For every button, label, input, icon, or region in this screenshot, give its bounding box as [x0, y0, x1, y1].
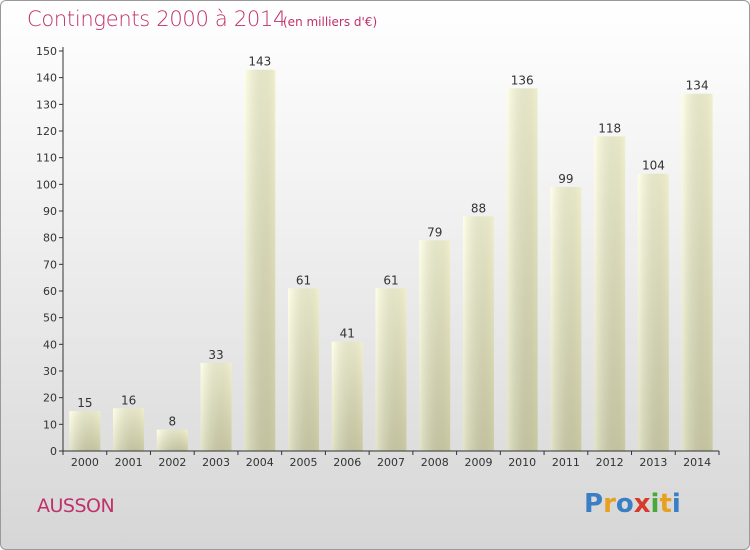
- bar-shade: [244, 69, 276, 452]
- data-label: 99: [558, 172, 573, 186]
- x-tick-label: 2007: [377, 456, 405, 469]
- commune-name: AUSSON: [37, 495, 115, 517]
- x-tick-label: 2004: [246, 456, 274, 469]
- x-tick-label: 2001: [115, 456, 143, 469]
- bar-shade: [69, 411, 101, 451]
- y-tick-label: 0: [50, 445, 57, 458]
- x-tick-label: 2010: [508, 456, 536, 469]
- bar-shade: [419, 240, 451, 451]
- data-label: 143: [248, 55, 271, 69]
- data-label: 104: [642, 159, 665, 173]
- chart-subtitle: (en milliers d'€): [283, 15, 378, 29]
- y-tick-label: 40: [43, 338, 57, 351]
- bar-shade: [550, 187, 582, 451]
- data-label: 16: [121, 393, 136, 407]
- x-tick-label: 2012: [596, 456, 624, 469]
- y-tick-label: 150: [36, 45, 57, 58]
- y-tick-label: 90: [43, 205, 57, 218]
- data-label: 134: [686, 79, 709, 93]
- data-label: 88: [471, 201, 486, 215]
- data-label: 33: [208, 348, 223, 362]
- x-tick-label: 2006: [333, 456, 361, 469]
- bar-shade: [681, 93, 713, 452]
- data-label: 79: [427, 225, 442, 239]
- data-label: 61: [383, 273, 398, 287]
- x-tick-label: 2003: [202, 456, 230, 469]
- y-axis: 0 10 20 30 40 50 60 70 80 90 100 110 120 130 140 150: [36, 45, 64, 458]
- bar-shade: [331, 341, 363, 451]
- data-label: 118: [598, 121, 621, 135]
- bar-shade: [375, 288, 407, 451]
- bar-shade: [506, 88, 538, 451]
- x-tick-label: 2002: [158, 456, 186, 469]
- bar-shade: [200, 363, 232, 451]
- y-tick-label: 130: [36, 98, 57, 111]
- proxiti-logo[interactable]: Proxiti: [584, 489, 681, 519]
- x-tick-label: 2005: [290, 456, 318, 469]
- y-tick-label: 70: [43, 258, 57, 271]
- y-tick-label: 30: [43, 365, 57, 378]
- y-tick-label: 60: [43, 285, 57, 298]
- y-tick-label: 10: [43, 418, 57, 431]
- x-tick-label: 2000: [71, 456, 99, 469]
- x-tick-label: 2009: [464, 456, 492, 469]
- y-tick-label: 80: [43, 232, 57, 245]
- y-tick-label: 140: [36, 72, 57, 85]
- x-tick-label: 2013: [639, 456, 667, 469]
- data-label: 15: [77, 396, 92, 410]
- data-label: 41: [340, 327, 355, 341]
- bar-shade: [462, 216, 494, 451]
- data-label: 61: [296, 273, 311, 287]
- x-tick-label: 2011: [552, 456, 580, 469]
- x-tick-label: 2014: [683, 456, 711, 469]
- bars: 15 16 8 33 143 61 41 61 79 88 136 99 118 104 134: [69, 55, 713, 452]
- x-tick-label: 2008: [421, 456, 449, 469]
- bar-shade: [288, 288, 320, 451]
- y-tick-label: 100: [36, 178, 57, 191]
- y-tick-label: 110: [36, 152, 57, 165]
- data-label: 8: [169, 415, 177, 429]
- bar-shade: [637, 173, 669, 451]
- bar-shade: [156, 429, 188, 451]
- bar-shade: [113, 408, 145, 451]
- y-tick-label: 50: [43, 312, 57, 325]
- bar-shade: [594, 136, 626, 452]
- chart-title: Contingents 2000 à 2014: [27, 7, 287, 31]
- y-tick-label: 20: [43, 392, 57, 405]
- y-tick-label: 120: [36, 125, 57, 138]
- data-label: 136: [511, 73, 534, 87]
- x-axis: 2000 2001 2002 2003 2004 2005 2006 2007 2008 2009…: [62, 450, 720, 469]
